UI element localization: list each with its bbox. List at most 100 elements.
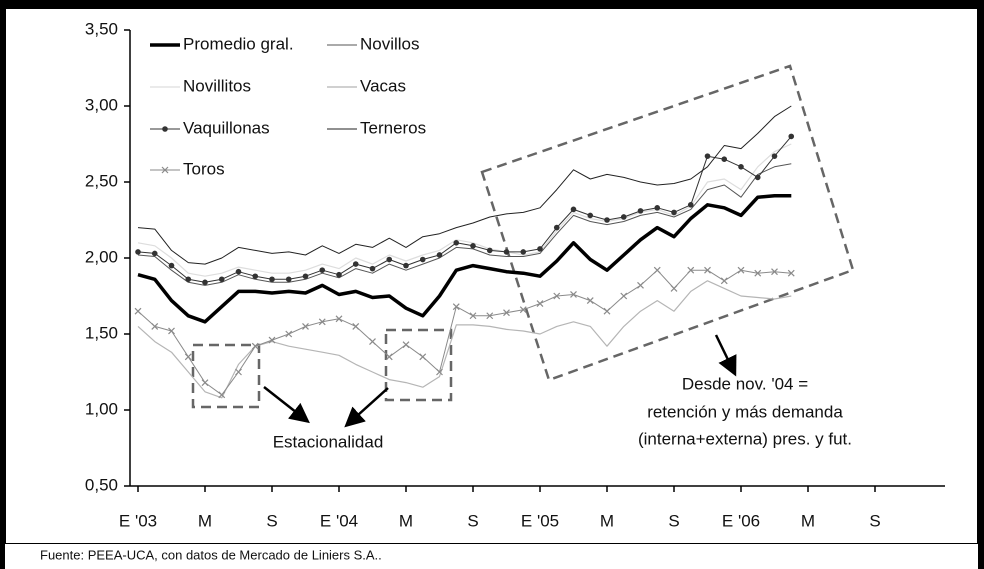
point	[235, 368, 242, 376]
point	[336, 271, 342, 278]
point	[453, 240, 460, 246]
point	[436, 252, 443, 258]
y-tick-label: 2,00	[85, 247, 118, 266]
line	[137, 280, 792, 399]
point	[369, 265, 376, 272]
point	[586, 297, 594, 304]
point	[537, 246, 543, 252]
point	[419, 353, 427, 361]
x-tick-label: M	[198, 511, 212, 530]
legend-label: Toros	[183, 159, 225, 178]
point	[201, 379, 209, 387]
point	[570, 291, 577, 298]
series	[137, 105, 792, 265]
point	[503, 309, 510, 317]
point	[486, 247, 493, 254]
series	[137, 193, 792, 324]
point	[202, 279, 208, 286]
y-tick-label: 2,50	[85, 171, 118, 190]
annotation: retención y más demanda	[647, 402, 843, 421]
point	[620, 292, 628, 300]
point	[318, 318, 326, 326]
legend-label: Vacas	[360, 76, 406, 95]
point	[486, 312, 494, 320]
series	[134, 266, 795, 399]
legend-label: Novillos	[360, 34, 420, 53]
point	[587, 212, 594, 219]
series	[137, 280, 792, 399]
point	[654, 205, 661, 211]
x-tick-label: M	[801, 511, 815, 530]
y-tick-label: 1,50	[85, 323, 118, 342]
point	[738, 164, 744, 170]
point	[604, 217, 610, 223]
point	[403, 262, 409, 269]
series	[135, 133, 795, 286]
point	[787, 269, 795, 277]
point	[553, 292, 561, 300]
panel	[5, 8, 978, 569]
annotation: (interna+externa) pres. y fut.	[638, 429, 852, 448]
point	[285, 330, 293, 338]
y-tick-label: 1,00	[85, 399, 118, 418]
point	[218, 276, 225, 283]
point	[135, 249, 141, 255]
point	[788, 133, 795, 140]
legend-label: Vaquillonas	[183, 118, 270, 137]
point	[671, 209, 677, 216]
point	[302, 322, 309, 330]
source: Fuente: PEEA-UCA, con datos de Mercado d…	[40, 547, 382, 562]
point	[161, 166, 169, 174]
point	[637, 281, 644, 289]
point	[536, 300, 544, 308]
point	[721, 156, 728, 162]
point	[218, 391, 226, 399]
arrow	[263, 386, 310, 424]
arrow	[714, 334, 737, 377]
x-tick-label: S	[869, 511, 880, 530]
point	[252, 273, 259, 280]
x-tick-label: E '05	[521, 511, 559, 530]
point	[452, 303, 460, 311]
x-tick-label: E '06	[722, 511, 760, 530]
legend-label: Promedio gral.	[183, 34, 294, 53]
point	[754, 174, 761, 181]
point	[268, 336, 276, 344]
point	[603, 307, 611, 315]
point	[402, 341, 410, 349]
point	[285, 276, 292, 283]
point	[162, 126, 168, 132]
x-tick-label: E '03	[119, 511, 157, 530]
point	[520, 249, 527, 255]
point	[737, 266, 745, 274]
point	[319, 267, 326, 273]
point	[369, 338, 376, 346]
point	[704, 153, 711, 159]
point	[720, 277, 728, 285]
point	[385, 353, 393, 361]
season-box	[191, 343, 261, 409]
line	[137, 269, 792, 396]
legend-item: Toros	[150, 159, 225, 178]
point	[151, 250, 158, 257]
point	[235, 268, 242, 275]
point	[134, 307, 142, 315]
point	[469, 312, 477, 320]
season-box	[384, 328, 453, 402]
x-tick-label: M	[399, 511, 413, 530]
point	[151, 322, 159, 330]
point	[637, 208, 644, 214]
x-tick-label: E '04	[320, 511, 358, 530]
legend-label: Terneros	[360, 118, 426, 137]
point	[704, 266, 711, 274]
point	[168, 262, 175, 269]
x-tick-label: M	[600, 511, 614, 530]
point	[553, 224, 560, 231]
point	[335, 315, 343, 323]
point	[302, 273, 309, 280]
y-tick-label: 0,50	[85, 475, 118, 494]
point	[620, 214, 627, 220]
frame	[5, 8, 978, 544]
